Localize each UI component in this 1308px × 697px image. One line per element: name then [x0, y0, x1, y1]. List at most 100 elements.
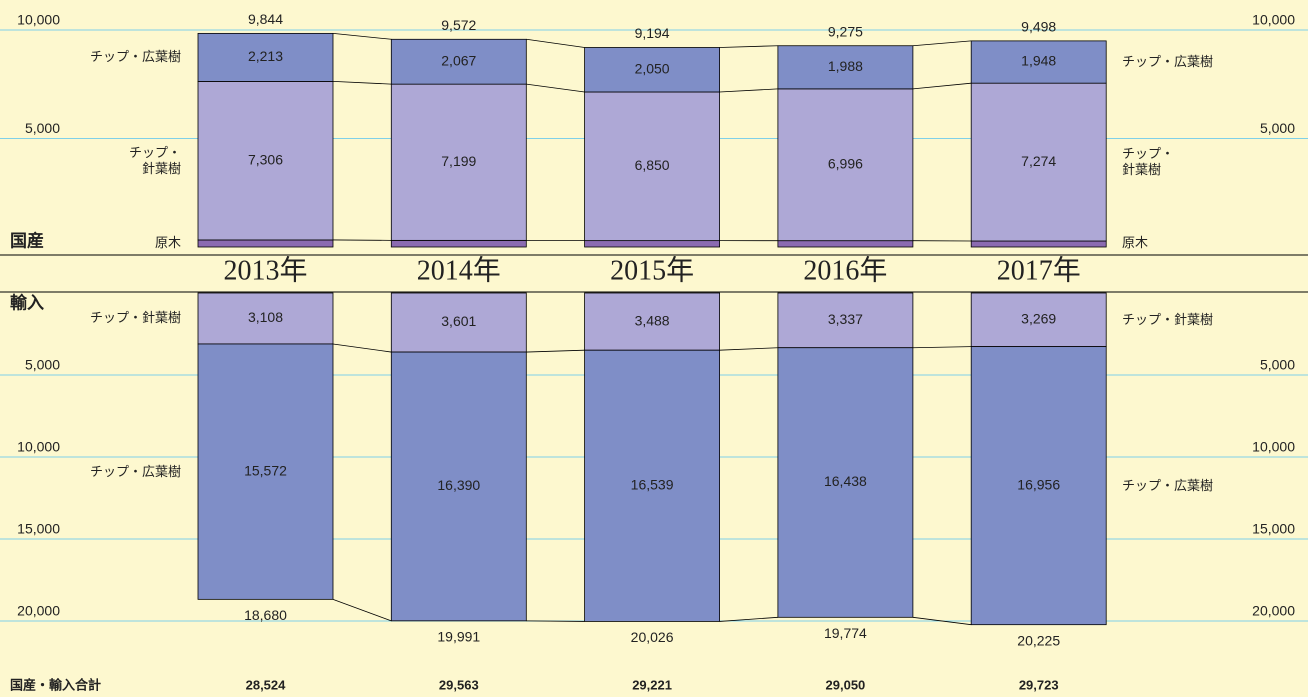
- connector: [526, 38, 585, 48]
- total-label: 20,225: [1017, 632, 1060, 648]
- bar-segment: [970, 346, 1107, 626]
- y-tick-label: 10,000: [1252, 12, 1295, 28]
- y-tick-label: 15,000: [1252, 521, 1295, 537]
- bar-segment: [584, 47, 720, 93]
- connector: [719, 45, 778, 48]
- value-label: 7,306: [248, 151, 283, 167]
- bar-segment: [197, 343, 334, 600]
- bar-segment: [584, 292, 720, 351]
- connector: [719, 88, 778, 93]
- total-label: 9,572: [441, 17, 476, 33]
- connector: [332, 32, 392, 40]
- bar-segment: [390, 292, 527, 353]
- value-label: 3,488: [635, 312, 670, 328]
- bar-segment: [970, 240, 1107, 248]
- x-tick-label: 2017年: [997, 254, 1081, 286]
- bar-segment: [970, 82, 1107, 242]
- bar-segment: [390, 351, 527, 622]
- value-label: 2,067: [441, 52, 476, 68]
- total-label: 9,498: [1021, 19, 1056, 35]
- y-tick-label: 5,000: [1260, 357, 1295, 373]
- series-name: チップ・広葉樹: [89, 49, 181, 65]
- connector: [526, 349, 585, 353]
- half-label: 国産: [10, 230, 44, 250]
- grand-total-value: 29,723: [1019, 677, 1059, 692]
- value-label: 1,988: [828, 58, 863, 74]
- connector: [912, 82, 972, 90]
- y-tick-label: 20,000: [1252, 603, 1295, 619]
- value-label: 1,948: [1021, 53, 1056, 69]
- series-name: チップ・針葉樹: [1122, 146, 1175, 178]
- series-name: チップ・針葉樹: [89, 310, 181, 326]
- bar-segment: [777, 292, 914, 349]
- bar-segment: [777, 347, 914, 618]
- y-tick-label: 10,000: [1252, 439, 1295, 455]
- total-label: 18,680: [244, 607, 287, 623]
- connector: [526, 620, 585, 622]
- half-label: 輸入: [10, 292, 44, 312]
- value-label: 3,601: [441, 313, 476, 329]
- value-label: 7,199: [441, 153, 476, 169]
- y-tick-label: 10,000: [17, 12, 60, 28]
- grand-total-value: 29,563: [439, 677, 479, 692]
- value-label: 6,996: [828, 155, 863, 171]
- value-label: 2,213: [248, 48, 283, 64]
- total-label: 19,991: [437, 629, 480, 645]
- total-label: 20,026: [631, 629, 674, 645]
- bar-segment: [777, 88, 914, 242]
- x-tick-label: 2014年: [417, 254, 501, 286]
- bar-segment: [777, 45, 914, 90]
- value-label: 7,274: [1021, 153, 1056, 169]
- value-label: 3,337: [828, 311, 863, 327]
- connector: [719, 347, 778, 351]
- value-label: 16,956: [1017, 476, 1060, 492]
- connector: [332, 598, 392, 622]
- connector: [719, 616, 778, 622]
- value-label: 2,050: [635, 60, 670, 76]
- total-label: 9,844: [248, 11, 283, 27]
- connector: [332, 81, 392, 85]
- y-tick-label: 5,000: [25, 357, 60, 373]
- grand-total-label: 国産・輸入合計: [10, 677, 101, 692]
- bar-segment: [970, 40, 1107, 84]
- value-label: 16,390: [437, 477, 480, 493]
- y-tick-label: 5,000: [1260, 120, 1295, 136]
- y-tick-label: 15,000: [17, 521, 60, 537]
- grand-total-value: 29,221: [632, 677, 672, 692]
- connector: [912, 346, 972, 349]
- bar-segment: [584, 91, 720, 242]
- value-label: 6,850: [635, 157, 670, 173]
- bar-segment: [197, 81, 334, 241]
- value-label: 15,572: [244, 462, 287, 478]
- connector: [912, 616, 972, 626]
- value-label: 16,438: [824, 473, 867, 489]
- series-name: チップ・広葉樹: [1122, 54, 1214, 70]
- value-label: 16,539: [631, 477, 674, 493]
- x-tick-label: 2015年: [610, 254, 694, 286]
- total-label: 9,275: [828, 23, 863, 39]
- series-name: 原木: [154, 235, 181, 250]
- bar-segment: [777, 240, 914, 248]
- bar-segment: [390, 83, 527, 241]
- total-label: 19,774: [824, 625, 867, 641]
- connector: [332, 343, 392, 353]
- x-tick-label: 2016年: [803, 254, 887, 286]
- y-tick-label: 20,000: [17, 603, 60, 619]
- value-label: 3,108: [248, 309, 283, 325]
- bar-segment: [584, 240, 720, 248]
- bar-segment: [390, 38, 527, 85]
- value-label: 3,269: [1021, 311, 1056, 327]
- bar-segment: [970, 292, 1107, 348]
- series-name: チップ・針葉樹: [1122, 311, 1214, 327]
- bar-segment: [197, 239, 334, 248]
- series-name: チップ・針葉樹: [128, 144, 181, 176]
- x-tick-label: 2013年: [223, 254, 307, 286]
- bar-segment: [390, 239, 527, 248]
- total-label: 9,194: [635, 25, 670, 41]
- grand-total-value: 29,050: [826, 677, 866, 692]
- y-tick-label: 10,000: [17, 439, 60, 455]
- grand-total-value: 28,524: [246, 677, 287, 692]
- y-tick-label: 5,000: [25, 120, 60, 136]
